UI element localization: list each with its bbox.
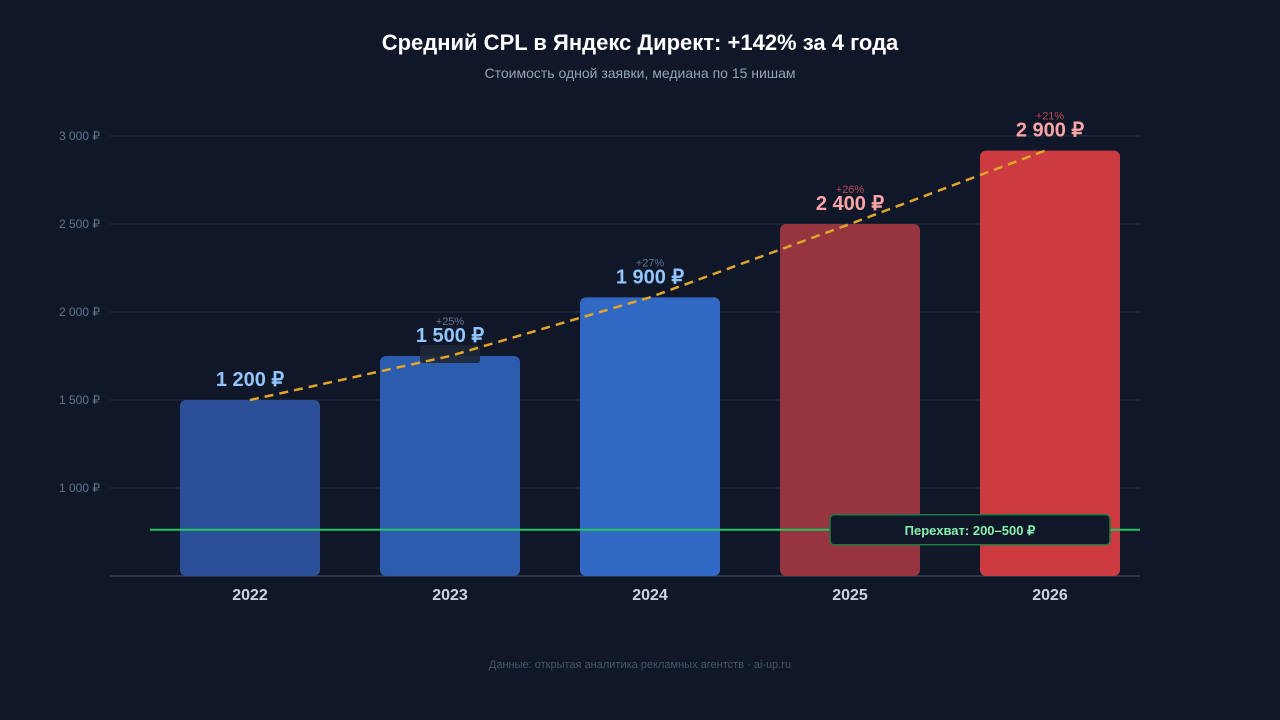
data-label: 2 400 ₽ xyxy=(816,193,885,215)
bar xyxy=(380,356,520,576)
bar xyxy=(980,150,1120,576)
growth-label: +25% xyxy=(436,316,465,328)
data-label: 2 900 ₽ xyxy=(1016,120,1085,142)
data-label: 1 200 ₽ xyxy=(216,369,285,391)
growth-label: +21% xyxy=(1036,111,1065,123)
bar xyxy=(180,400,320,576)
y-tick-label: 1 000 ₽ xyxy=(59,481,100,495)
chart-subtitle: Стоимость одной заявки, медиана по 15 ни… xyxy=(484,65,796,81)
growth-label: +27% xyxy=(636,257,665,269)
y-tick-label: 2 000 ₽ xyxy=(59,305,100,319)
growth-label: +26% xyxy=(836,184,865,196)
data-label: 1 500 ₽ xyxy=(416,325,485,347)
x-tick-label: 2024 xyxy=(632,587,668,604)
y-tick-label: 1 500 ₽ xyxy=(59,393,100,407)
chart-title: Средний CPL в Яндекс Директ: +142% за 4 … xyxy=(381,30,899,55)
chart-footer: Данные: открытая аналитика рекламных аге… xyxy=(488,659,792,671)
bar xyxy=(780,224,920,576)
y-tick-label: 3 000 ₽ xyxy=(59,129,100,143)
reference-label-box xyxy=(829,514,1111,546)
x-tick-label: 2022 xyxy=(232,587,268,604)
label-backdrop xyxy=(420,345,480,363)
x-tick-label: 2026 xyxy=(1032,587,1068,604)
y-tick-label: 2 500 ₽ xyxy=(59,217,100,231)
x-tick-label: 2025 xyxy=(832,587,868,604)
x-tick-label: 2023 xyxy=(432,587,468,604)
trend-line xyxy=(249,149,1046,402)
bar xyxy=(580,297,720,576)
data-label: 1 900 ₽ xyxy=(616,266,685,288)
reference-label: Перехват: 200–500 ₽ xyxy=(905,523,1036,538)
